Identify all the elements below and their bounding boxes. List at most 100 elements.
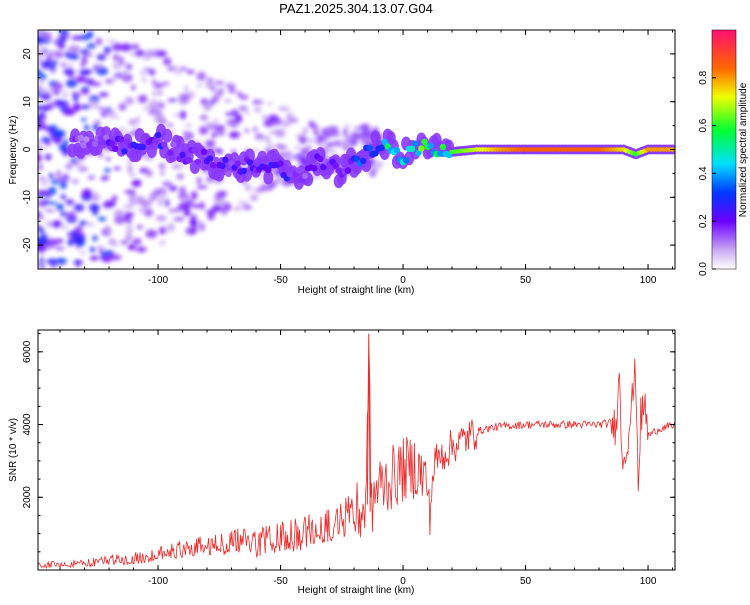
heatmap-noise-blob [68, 52, 79, 61]
heatmap-noise-blob [86, 43, 96, 49]
heatmap-ridge-point [139, 143, 146, 151]
heatmap-noise-blob [167, 98, 178, 102]
heatmap-noise-blob [272, 122, 282, 126]
heatmap-noise-blob [46, 238, 58, 247]
heatmap-noise-blob [101, 175, 110, 181]
heatmap-noise-blob [132, 238, 142, 245]
heatmap-noise-blob [228, 87, 236, 94]
heatmap-noise-blob [220, 207, 228, 216]
bottom-x-tick-label: -100 [148, 576, 168, 587]
colorbar-tick-label: 0.2 [698, 214, 709, 228]
heatmap-noise-blob [197, 82, 202, 88]
heatmap-noise-blob [82, 69, 93, 74]
heatmap-noise-blob [59, 106, 67, 112]
heatmap-ridge-point [210, 162, 217, 169]
heatmap-noise-blob [51, 60, 58, 66]
heatmap-noise-blob [171, 163, 183, 169]
heatmap-noise-blob [125, 233, 133, 242]
heatmap-noise-blob [38, 73, 47, 81]
heatmap-noise-blob [237, 200, 249, 206]
heatmap-ridge-point [112, 145, 119, 152]
heatmap-noise-blob [148, 99, 160, 109]
bottom-x-axis-label: Height of straight line (km) [298, 585, 415, 596]
bottom-x-tick-label: -50 [273, 576, 288, 587]
heatmap-noise-blob [60, 62, 67, 67]
heatmap-noise-blob [148, 110, 154, 115]
heatmap-noise-blob [92, 235, 98, 242]
heatmap-noise-blob [139, 70, 148, 76]
bottom-y-axis: 2000 4000 6000 [22, 333, 675, 553]
heatmap-noise-blob [189, 229, 196, 234]
heatmap-noise-blob [214, 117, 219, 126]
heatmap-noise-blob [178, 93, 191, 103]
heatmap-noise-blob [244, 107, 250, 116]
heatmap-ridge-point [412, 140, 419, 147]
heatmap-noise-blob [89, 203, 100, 212]
heatmap-ridge-point [317, 156, 324, 163]
heatmap-noise-blob [204, 81, 215, 89]
heatmap-noise-blob [159, 226, 167, 235]
heatmap-noise-blob [111, 42, 123, 52]
heatmap-noise-blob [206, 209, 217, 215]
heatmap-noise-blob [259, 175, 264, 181]
heatmap-noise-blob [266, 137, 272, 146]
heatmap-noise-blob [341, 134, 352, 139]
heatmap-noise-blob [281, 120, 291, 128]
heatmap-noise-blob [118, 103, 127, 111]
heatmap-noise-blob [244, 128, 250, 133]
heatmap-noise-blob [165, 224, 176, 232]
heatmap-noise-blob [185, 123, 192, 128]
top-x-axis-label: Height of straight line (km) [298, 285, 415, 296]
heatmap-noise-blob [65, 79, 78, 88]
heatmap-noise-blob [148, 68, 156, 76]
heatmap-noise-blob [158, 239, 166, 246]
heatmap-noise-blob [56, 169, 61, 177]
heatmap-noise-blob [38, 163, 43, 171]
heatmap-noise-blob [40, 91, 52, 101]
heatmap-ridge-point [421, 138, 428, 145]
bottom-y-tick-label: 2000 [22, 486, 33, 509]
heatmap-noise-blob [245, 183, 251, 192]
heatmap-noise-blob [98, 92, 109, 97]
heatmap-noise-blob [81, 117, 87, 122]
top-y-tick-label: -10 [22, 190, 33, 205]
heatmap-noise-blob [39, 177, 50, 187]
heatmap-noise-blob [96, 106, 105, 110]
heatmap-noise-blob [38, 48, 43, 52]
heatmap-noise-blob [215, 129, 226, 137]
heatmap-ridge-point [185, 156, 192, 164]
heatmap-noise-blob [121, 43, 132, 52]
heatmap-noise-blob [173, 217, 185, 221]
heatmap-noise-blob [214, 124, 226, 131]
heatmap-noise-blob [38, 106, 44, 111]
heatmap-noise-blob [353, 127, 363, 132]
heatmap-noise-blob [106, 107, 112, 112]
top-y-tick-label: 0 [22, 146, 33, 152]
heatmap-noise-blob [160, 171, 165, 176]
heatmap-noise-blob [52, 129, 65, 138]
heatmap-noise-blob [54, 246, 65, 251]
heatmap-ridge-point [173, 146, 180, 153]
heatmap-ridge-point [393, 146, 401, 154]
heatmap-noise-blob [77, 232, 86, 236]
heatmap-noise-blob [141, 77, 147, 83]
heatmap-noise-blob [228, 119, 236, 126]
heatmap-noise-blob [63, 67, 75, 76]
heatmap-noise-blob [74, 225, 83, 234]
heatmap-ridge-point [142, 133, 149, 141]
heatmap-noise-blob [145, 169, 154, 177]
snr-spike-line [366, 333, 371, 512]
heatmap-noise-blob [51, 220, 63, 228]
heatmap-noise-blob [80, 87, 90, 91]
heatmap-noise-blob [61, 90, 69, 99]
heatmap-noise-blob [200, 201, 205, 210]
heatmap-noise-blob [58, 30, 69, 36]
colorbar-ticks: 0.0 0.2 0.4 0.6 0.8 [698, 70, 716, 276]
heatmap-noise-blob [46, 154, 51, 161]
heatmap-noise-blob [80, 49, 90, 55]
heatmap-noise-blob [113, 53, 119, 62]
colorbar-gradient [711, 29, 737, 270]
heatmap-noise-blob [271, 129, 283, 134]
